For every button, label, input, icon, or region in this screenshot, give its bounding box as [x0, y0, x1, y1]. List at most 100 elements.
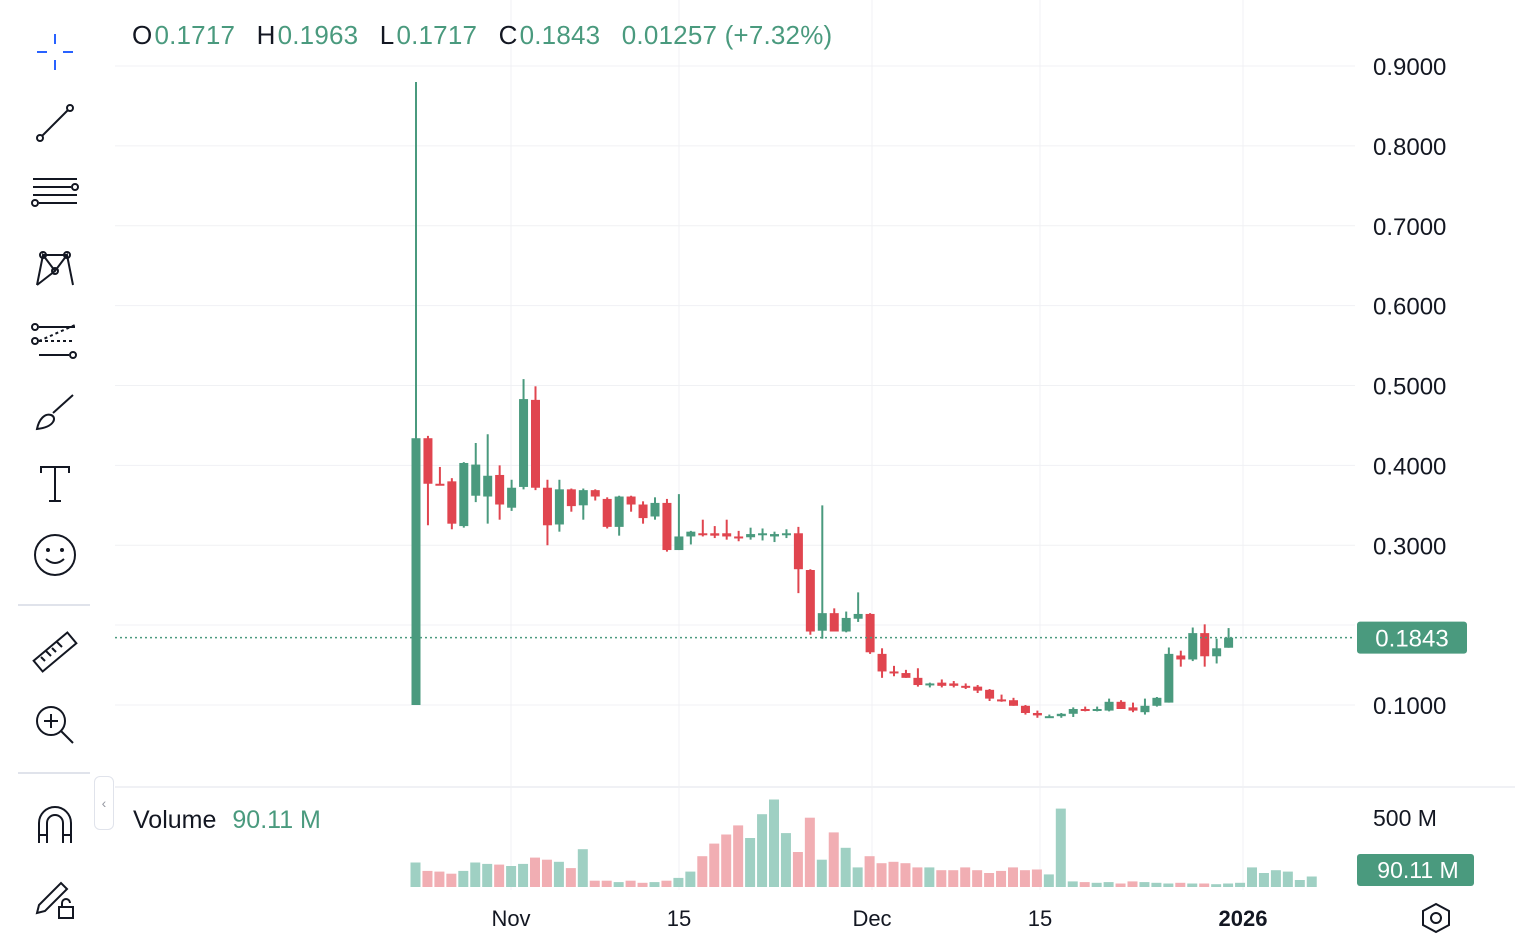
volume-bar — [924, 867, 935, 887]
volume-bar — [553, 861, 564, 887]
candle-body — [507, 487, 517, 508]
time-tick-label: Dec — [852, 906, 891, 931]
volume-bar — [936, 870, 947, 887]
candle-body — [1044, 716, 1054, 719]
volume-bar — [1031, 869, 1042, 887]
collapse-toolbar-button[interactable]: ‹ — [94, 776, 114, 830]
volume-bar — [792, 852, 803, 887]
candle-body — [1188, 633, 1198, 660]
candle-body — [602, 498, 612, 527]
candle-body — [1164, 653, 1174, 703]
candle-body — [925, 683, 935, 686]
volume-bar — [1043, 874, 1054, 887]
volume-bar — [1270, 870, 1281, 887]
brush-tool[interactable] — [22, 381, 88, 441]
candle-body — [901, 673, 911, 678]
candle-body — [578, 490, 588, 506]
volume-bar — [589, 880, 600, 887]
volume-bar — [1091, 882, 1102, 887]
volume-bar — [1187, 883, 1198, 887]
ruler-icon — [32, 631, 78, 673]
volume-bar — [661, 880, 672, 887]
candle-body — [1128, 707, 1138, 711]
price-tick-label: 0.4000 — [1373, 453, 1446, 480]
ruler-tool[interactable] — [22, 623, 88, 683]
volume-bar — [876, 863, 887, 887]
candle-body — [841, 617, 851, 632]
candle-body — [519, 399, 529, 487]
volume-bar — [697, 856, 708, 887]
candle-body — [1104, 701, 1114, 711]
magnet-tool[interactable] — [22, 795, 88, 855]
high-label: H — [256, 20, 276, 50]
candle-body — [1092, 708, 1102, 711]
volume-bar — [1199, 883, 1210, 887]
volume-bar — [769, 799, 779, 887]
toolbar-divider — [18, 772, 90, 774]
price-tick-label: 0.9000 — [1373, 54, 1446, 81]
projection-icon — [31, 323, 77, 359]
volume-bar — [1115, 883, 1126, 887]
volume-bar — [900, 863, 911, 887]
chart-settings-button[interactable] — [1416, 898, 1456, 938]
volume-value: 90.11 M — [232, 806, 321, 834]
volume-legend: Volume 90.11 M — [133, 806, 321, 835]
volume-bar — [828, 832, 839, 887]
candle-body — [674, 536, 684, 551]
fib-retracement-tool[interactable] — [22, 165, 88, 225]
volume-bar — [972, 870, 983, 887]
volume-label: Volume — [133, 806, 217, 834]
price-tick-label: 0.6000 — [1373, 294, 1446, 321]
close-label: C — [498, 20, 518, 50]
volume-bar — [1151, 882, 1162, 887]
volume-bar — [1306, 876, 1317, 887]
volume-bar — [685, 871, 696, 887]
emoji-tool[interactable] — [22, 525, 88, 585]
volume-bar — [745, 838, 756, 887]
time-tick-label: 15 — [667, 906, 691, 931]
candle-body — [447, 481, 457, 524]
candle-body — [758, 533, 768, 536]
volume-bar — [410, 862, 421, 887]
volume-bar — [1019, 870, 1030, 887]
volume-bar — [996, 870, 1007, 887]
candle-body — [459, 462, 469, 527]
zoom-tool[interactable] — [22, 695, 88, 755]
volume-bar — [1079, 882, 1090, 887]
candle-body — [781, 533, 791, 536]
candle-body — [865, 613, 875, 653]
candle-body — [411, 438, 421, 705]
candle-body — [483, 475, 493, 497]
volume-bar — [1103, 882, 1114, 887]
volume-bar — [1282, 871, 1293, 887]
text-tool[interactable] — [22, 453, 88, 513]
candle-body — [531, 399, 540, 488]
volume-bar — [1211, 884, 1222, 887]
last-price-badge — [1357, 621, 1467, 654]
price-tick-label: 0.3000 — [1373, 533, 1446, 560]
candle-body — [1176, 655, 1186, 660]
candle-body — [590, 490, 600, 497]
volume-bar — [649, 882, 660, 887]
trend-line-icon — [36, 104, 74, 142]
crosshair-tool[interactable] — [22, 22, 88, 82]
candle-body — [1200, 633, 1210, 657]
volume-bar — [816, 859, 827, 887]
trend-line-tool[interactable] — [22, 93, 88, 153]
brush-icon — [35, 394, 74, 431]
volume-bar — [757, 814, 768, 887]
volume-bar — [864, 856, 875, 887]
volume-bar — [1235, 882, 1246, 887]
candle-body — [1116, 701, 1126, 709]
candle-body — [471, 464, 481, 496]
candle-body — [817, 613, 827, 631]
candle-body — [1032, 712, 1042, 716]
lock-drawings-tool[interactable] — [22, 867, 88, 927]
time-tick-label: 15 — [1028, 906, 1052, 931]
projection-tool[interactable] — [22, 309, 88, 369]
last-volume-label: 90.11 M — [1377, 857, 1458, 883]
pattern-tool[interactable] — [22, 237, 88, 297]
text-icon — [40, 466, 70, 502]
candle-body — [913, 677, 923, 686]
